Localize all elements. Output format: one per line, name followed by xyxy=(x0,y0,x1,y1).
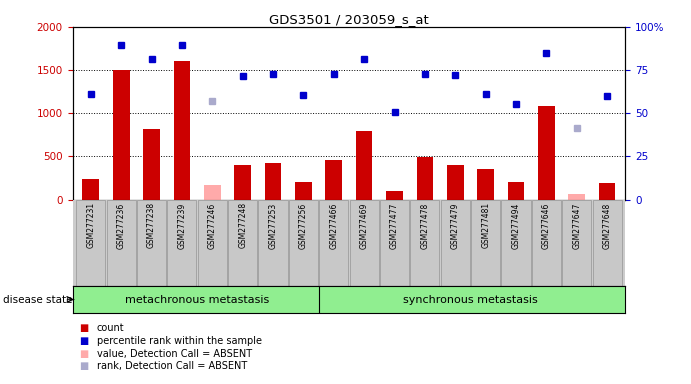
Text: GSM277246: GSM277246 xyxy=(208,202,217,248)
Bar xyxy=(265,162,281,200)
Text: GSM277647: GSM277647 xyxy=(572,202,581,249)
Bar xyxy=(228,200,257,286)
Text: ■: ■ xyxy=(79,336,88,346)
Title: GDS3501 / 203059_s_at: GDS3501 / 203059_s_at xyxy=(269,13,429,26)
Text: GSM277466: GSM277466 xyxy=(330,202,339,249)
Bar xyxy=(569,195,585,200)
Text: rank, Detection Call = ABSENT: rank, Detection Call = ABSENT xyxy=(97,361,247,371)
Text: disease state: disease state xyxy=(3,295,73,305)
Text: GSM277494: GSM277494 xyxy=(511,202,520,249)
Bar xyxy=(538,106,555,200)
Text: GSM277239: GSM277239 xyxy=(178,202,187,248)
Text: metachronous metastasis: metachronous metastasis xyxy=(125,295,269,305)
Bar xyxy=(295,182,312,200)
Bar xyxy=(325,160,342,200)
Bar xyxy=(441,200,470,286)
Bar xyxy=(82,179,99,200)
Bar xyxy=(350,200,379,286)
Bar xyxy=(532,200,561,286)
Text: count: count xyxy=(97,323,124,333)
Bar xyxy=(173,61,190,200)
Text: GSM277236: GSM277236 xyxy=(117,202,126,248)
Bar xyxy=(234,165,251,200)
Bar xyxy=(76,200,105,286)
Bar xyxy=(599,183,616,200)
Text: GSM277469: GSM277469 xyxy=(359,202,368,249)
Text: ■: ■ xyxy=(79,323,88,333)
Bar xyxy=(289,200,318,286)
Text: GSM277477: GSM277477 xyxy=(390,202,399,249)
Bar xyxy=(204,185,220,200)
Text: GSM277256: GSM277256 xyxy=(299,202,308,248)
Bar xyxy=(593,200,622,286)
Bar xyxy=(417,157,433,200)
Text: percentile rank within the sample: percentile rank within the sample xyxy=(97,336,262,346)
Bar xyxy=(447,165,464,200)
Bar xyxy=(319,200,348,286)
Bar xyxy=(356,131,372,200)
Bar xyxy=(258,200,287,286)
Text: GSM277648: GSM277648 xyxy=(603,202,612,248)
Text: GSM277646: GSM277646 xyxy=(542,202,551,249)
Bar xyxy=(143,129,160,200)
Text: GSM277248: GSM277248 xyxy=(238,202,247,248)
Text: GSM277238: GSM277238 xyxy=(147,202,156,248)
Bar xyxy=(167,200,196,286)
Bar xyxy=(471,200,500,286)
Text: GSM277478: GSM277478 xyxy=(420,202,429,248)
Bar xyxy=(562,200,591,286)
Bar xyxy=(508,182,524,200)
Text: GSM277253: GSM277253 xyxy=(269,202,278,248)
Bar xyxy=(410,200,439,286)
Text: GSM277231: GSM277231 xyxy=(86,202,95,248)
Bar xyxy=(137,200,166,286)
Text: ■: ■ xyxy=(79,361,88,371)
Bar xyxy=(380,200,409,286)
Text: GSM277479: GSM277479 xyxy=(451,202,460,249)
Bar xyxy=(113,70,129,200)
Text: ■: ■ xyxy=(79,349,88,359)
Text: synchronous metastasis: synchronous metastasis xyxy=(403,295,538,305)
Bar xyxy=(477,169,494,200)
Text: GSM277481: GSM277481 xyxy=(481,202,490,248)
Text: value, Detection Call = ABSENT: value, Detection Call = ABSENT xyxy=(97,349,252,359)
Bar xyxy=(198,200,227,286)
Bar xyxy=(106,200,135,286)
Bar xyxy=(502,200,531,286)
Bar xyxy=(386,191,403,200)
